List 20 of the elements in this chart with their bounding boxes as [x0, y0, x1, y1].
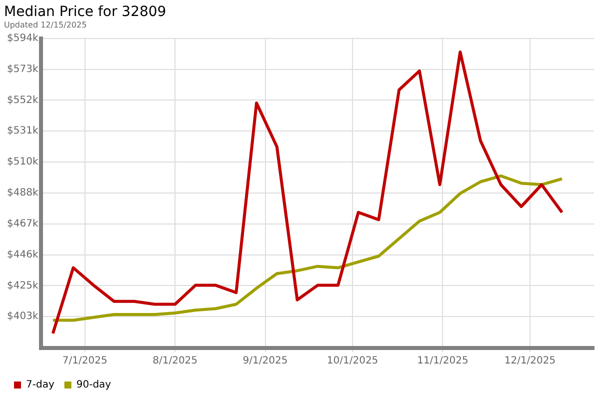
- y-tick-label: $446k: [6, 249, 38, 260]
- y-tick-label: $594k: [6, 32, 38, 44]
- x-tick-label: 9/1/2025: [242, 356, 288, 367]
- x-tick-label: 8/1/2025: [152, 356, 198, 367]
- y-tick-label: $552k: [6, 94, 38, 106]
- y-tick-label: $403k: [6, 311, 38, 322]
- legend-label: 7-day: [26, 380, 54, 391]
- x-tick-label: 11/1/2025: [417, 356, 468, 367]
- x-tick-label: 10/1/2025: [326, 356, 378, 367]
- legend-label: 90-day: [76, 380, 112, 391]
- y-tick-label: $531k: [6, 126, 38, 137]
- y-tick-label: $425k: [6, 280, 38, 292]
- x-tick-label: 12/1/2025: [504, 356, 556, 367]
- y-tick-label: $573k: [6, 64, 38, 75]
- x-tick-label: 7/1/2025: [62, 356, 108, 367]
- y-tick-label: $488k: [6, 188, 38, 199]
- chart-subtitle: Updated 12/15/2025: [4, 20, 87, 30]
- y-tick-label: $510k: [6, 156, 38, 168]
- y-tick-label: $467k: [6, 218, 38, 230]
- chart-title: Median Price for 32809: [4, 4, 166, 20]
